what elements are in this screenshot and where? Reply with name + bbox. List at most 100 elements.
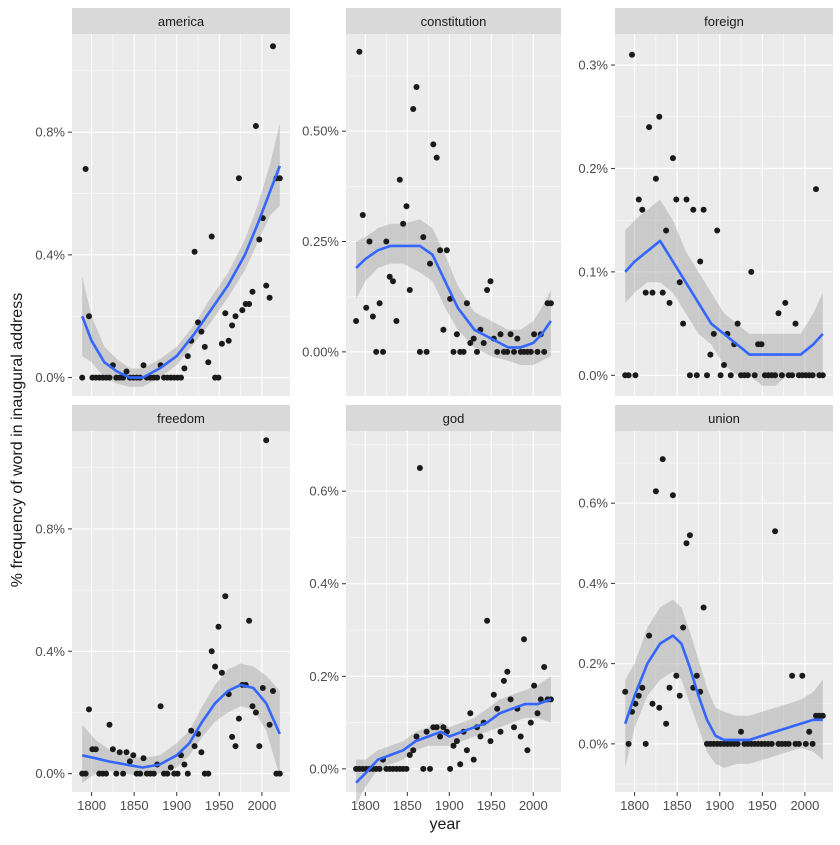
data-point (366, 238, 373, 245)
data-point (453, 738, 460, 745)
y-tick-label: 0.6% (578, 496, 608, 511)
data-point (410, 747, 417, 754)
data-point (527, 719, 534, 726)
data-point (427, 765, 433, 772)
data-point (450, 742, 457, 749)
facet-strip (72, 405, 290, 431)
data-point (276, 175, 283, 182)
data-point (635, 196, 642, 203)
data-point (534, 348, 541, 355)
data-point (123, 749, 130, 756)
y-tick-label: 0.2% (309, 669, 339, 684)
data-point (225, 337, 232, 344)
data-point (477, 733, 484, 740)
data-point (403, 765, 410, 772)
data-point (680, 624, 687, 631)
data-point (181, 761, 188, 768)
y-tick-label: 0.8% (35, 125, 65, 140)
data-point (178, 374, 184, 381)
data-point (772, 372, 779, 379)
data-point (666, 299, 673, 306)
x-tick-label: 1900 (162, 798, 191, 813)
facet-strip (346, 8, 561, 34)
data-point (507, 696, 514, 703)
facet-freedom: freedom 0.0% 0.4% 0.8% 1800 1850 1900 1950 2000 (35, 405, 290, 813)
data-point (188, 727, 195, 734)
data-point (490, 691, 497, 698)
data-point (686, 372, 693, 379)
data-point (410, 106, 417, 112)
data-point (252, 709, 259, 716)
x-tick-label: 1950 (748, 798, 777, 813)
data-point (463, 747, 470, 754)
data-point (393, 318, 400, 324)
data-point (693, 672, 700, 679)
data-point (215, 374, 222, 381)
data-point (195, 319, 201, 326)
confidence-band (625, 199, 823, 386)
data-point (423, 728, 430, 735)
x-tick-label: 1950 (477, 798, 506, 813)
data-point (632, 372, 639, 379)
data-point (443, 247, 450, 254)
y-tick-label: 0.8% (35, 521, 65, 536)
facet-constitution: constitution 0.00% 0.25% 0.50% (302, 8, 561, 396)
x-tick-label: 1850 (663, 798, 692, 813)
data-point (785, 740, 792, 747)
confidence-band (356, 219, 551, 366)
data-point (622, 688, 629, 695)
data-point (524, 747, 531, 754)
data-point (376, 300, 383, 307)
data-point (806, 728, 813, 735)
data-point (420, 234, 427, 241)
data-point (470, 756, 477, 763)
data-point (447, 765, 454, 772)
y-tick-label: 0.1% (578, 264, 608, 279)
data-point (201, 343, 208, 350)
data-point (433, 724, 440, 731)
data-point (669, 492, 676, 499)
y-tick-label: 0.50% (302, 124, 339, 139)
data-point (497, 331, 504, 338)
data-point (232, 313, 239, 320)
data-point (625, 372, 632, 379)
data-point (531, 682, 538, 689)
data-point (497, 728, 504, 735)
data-point (744, 372, 751, 379)
data-point (184, 353, 191, 360)
data-point (256, 236, 263, 243)
data-point (474, 348, 480, 355)
data-point (109, 746, 116, 753)
data-point (707, 351, 714, 358)
data-point (239, 307, 246, 314)
y-tick-label: 0.2% (578, 656, 608, 671)
x-tick-label: 2000 (247, 798, 276, 813)
data-point (208, 648, 215, 655)
data-point (191, 743, 198, 750)
data-point (487, 738, 494, 745)
data-point (792, 320, 799, 327)
data-point (772, 528, 779, 535)
data-point (683, 540, 690, 547)
facet-foreign: foreign 0.0% 0.1% 0.2% 0.3% (578, 8, 833, 396)
data-point (157, 703, 164, 710)
data-point (646, 124, 653, 131)
data-point (235, 175, 242, 182)
y-tick-label: 0.2% (578, 161, 608, 176)
data-point (635, 692, 642, 699)
facet-strip-label: foreign (704, 14, 744, 29)
data-point (150, 770, 157, 777)
data-point (710, 330, 717, 337)
data-point (819, 372, 826, 379)
data-point (673, 196, 680, 203)
facet-union: union 0.0% 0.2% 0.4% 0.6% 1800 1850 1900 1950 200… (578, 405, 833, 813)
data-point (270, 43, 276, 50)
panel-background (615, 431, 833, 792)
data-point (802, 740, 809, 747)
data-point (427, 260, 433, 267)
data-point (649, 700, 656, 707)
y-tick-label: 0.0% (35, 766, 65, 781)
x-axis-title: year (429, 816, 461, 833)
data-point (413, 733, 420, 740)
data-point (229, 733, 236, 740)
